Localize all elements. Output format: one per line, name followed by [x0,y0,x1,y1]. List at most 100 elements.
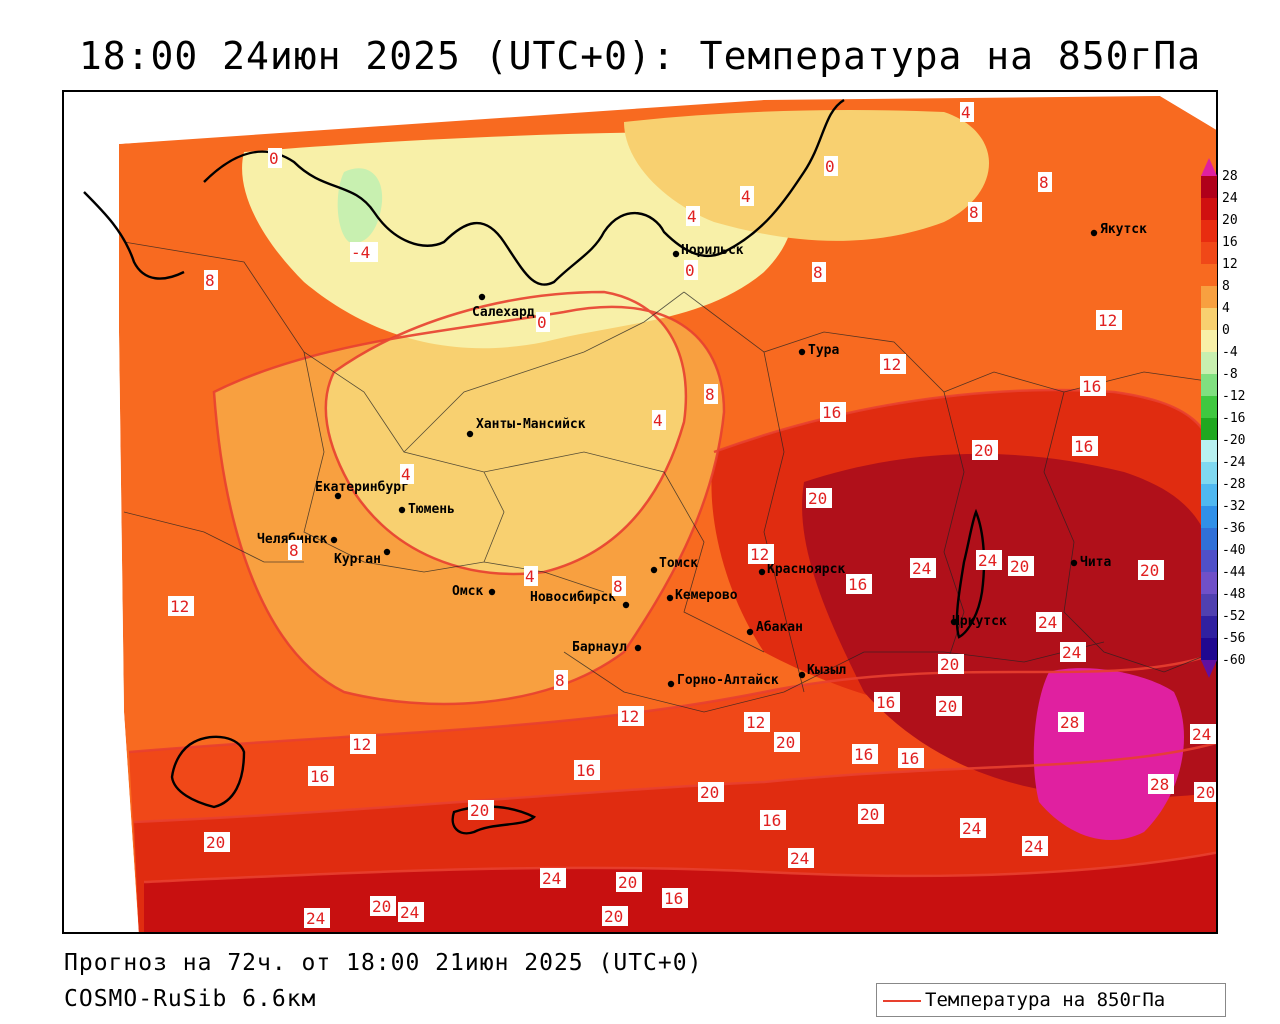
region-border-3 [403,291,685,453]
svg-text:20: 20 [940,655,959,674]
colorbar-swatch [1201,418,1217,441]
isoline-label: 24 [304,908,330,928]
colorbar-tick-label: -24 [1222,455,1246,470]
city-tyumen: Тюмень [398,502,455,517]
isoline-label: 20 [936,696,962,716]
colorbar-tick-label: -40 [1222,543,1246,558]
isoline-labels: 0 4 0 4 4 8 8 0 8 -4 8 0 12 12 8 16 16 4… [168,102,1216,928]
svg-text:24: 24 [400,903,419,922]
svg-text:Ханты-Мансийск: Ханты-Мансийск [476,417,586,432]
colorbar-tick-label: -4 [1222,345,1238,360]
svg-text:20: 20 [372,897,391,916]
isoline-label: 12 [1096,310,1122,330]
isoline-label: 8 [704,384,718,404]
svg-text:20: 20 [938,697,957,716]
isoline-label: 4 [740,186,754,206]
isoline-label: 24 [960,818,986,838]
colorbar-tick-label: -20 [1222,433,1246,448]
svg-text:16: 16 [1074,437,1093,456]
isoline-label: 20 [1194,782,1216,802]
svg-text:24: 24 [962,819,981,838]
isoline-label: 8 [288,540,302,560]
map-title: 18:00 24июн 2025 (UTC+0): Температура на… [78,34,1202,78]
legend-label: Температура на 850гПа [925,989,1166,1011]
isoline-label: 16 [574,760,600,780]
svg-text:Тюмень: Тюмень [408,502,455,517]
legend-line-swatch [883,1000,921,1002]
isoline-label: 8 [612,576,626,596]
svg-text:Чита: Чита [1080,555,1111,570]
svg-text:Курган: Курган [334,552,381,567]
colorbar-tick-label: -12 [1222,389,1246,404]
isoline-label: 28 [1058,712,1084,732]
colorbar-tick-label: 4 [1222,301,1230,316]
colorbar-tick-label: -52 [1222,609,1246,624]
svg-text:16: 16 [900,749,919,768]
field-hot-28 [1033,668,1184,841]
region-border-7 [1043,391,1215,673]
isoline-label: 12 [880,354,906,374]
isoline-label: 16 [820,402,846,422]
svg-text:16: 16 [1082,377,1101,396]
city-yakutsk: Якутск [1090,222,1147,237]
svg-text:20: 20 [206,833,225,852]
colorbar-tick-label: -32 [1222,499,1246,514]
colorbar-tick-label: 20 [1222,213,1238,228]
isoline-label: 16 [852,744,878,764]
temperature-map: Норильск Якутск Салехард Тура Ханты-Манс… [62,90,1218,934]
svg-text:Новосибирск: Новосибирск [530,590,616,605]
city-gorno-altaysk: Горно-Алтайск [667,673,779,688]
colorbar-tick-label: 12 [1222,257,1238,272]
svg-text:24: 24 [1024,837,1043,856]
isoline-label: 0 [824,156,838,176]
svg-text:16: 16 [876,693,895,712]
svg-text:Кемерово: Кемерово [675,588,738,603]
svg-text:20: 20 [700,783,719,802]
colorbar-swatch [1201,638,1217,661]
city-kemerovo: Кемерово [666,588,738,603]
colorbar-swatch [1201,572,1217,595]
isoline-label: 16 [1080,376,1106,396]
svg-text:0: 0 [685,261,695,280]
isoline-label: 4 [652,410,666,430]
svg-text:12: 12 [750,545,769,564]
isoline-label: 20 [972,440,998,460]
isoline-label: 28 [1148,774,1174,794]
legend: Температура на 850гПа [876,983,1226,1017]
svg-text:Якутск: Якутск [1100,222,1147,237]
svg-text:Норильск: Норильск [681,243,744,258]
region-border-5 [763,351,805,693]
svg-text:24: 24 [912,559,931,578]
isoline-label: 16 [1072,436,1098,456]
isoline-label: 16 [898,748,924,768]
colorbar-swatch [1201,352,1217,375]
svg-text:8: 8 [289,541,299,560]
colorbar-tick-label: -36 [1222,521,1246,536]
outside-domain-nw [64,92,764,152]
city-layer: Норильск Якутск Салехард Тура Ханты-Манс… [257,222,1147,688]
colorbar-swatch [1201,594,1217,617]
isoline-label: 12 [350,734,376,754]
colorbar-tick-label: 24 [1222,191,1238,206]
isoline-e [133,741,1216,824]
svg-text:20: 20 [618,873,637,892]
svg-text:16: 16 [822,403,841,422]
colorbar-swatch [1201,616,1217,639]
svg-text:24: 24 [1062,643,1081,662]
isoline-label: 12 [618,706,644,726]
colorbar-tick-label: -8 [1222,367,1238,382]
colorbar-swatch [1201,396,1217,419]
colorbar-swatch [1201,330,1217,353]
svg-text:8: 8 [969,203,979,222]
svg-text:24: 24 [1038,613,1057,632]
svg-text:24: 24 [306,909,325,928]
isoline-label: 12 [748,544,774,564]
isoline-label: 4 [400,464,414,484]
svg-text:16: 16 [664,889,683,908]
svg-text:Салехард: Салехард [472,305,535,320]
colorbar-tick-label: -44 [1222,565,1246,580]
isoline-b [324,290,688,576]
isoline-label: 24 [1190,724,1216,744]
isoline-label: -4 [350,242,378,262]
isoline-label: 8 [554,670,568,690]
